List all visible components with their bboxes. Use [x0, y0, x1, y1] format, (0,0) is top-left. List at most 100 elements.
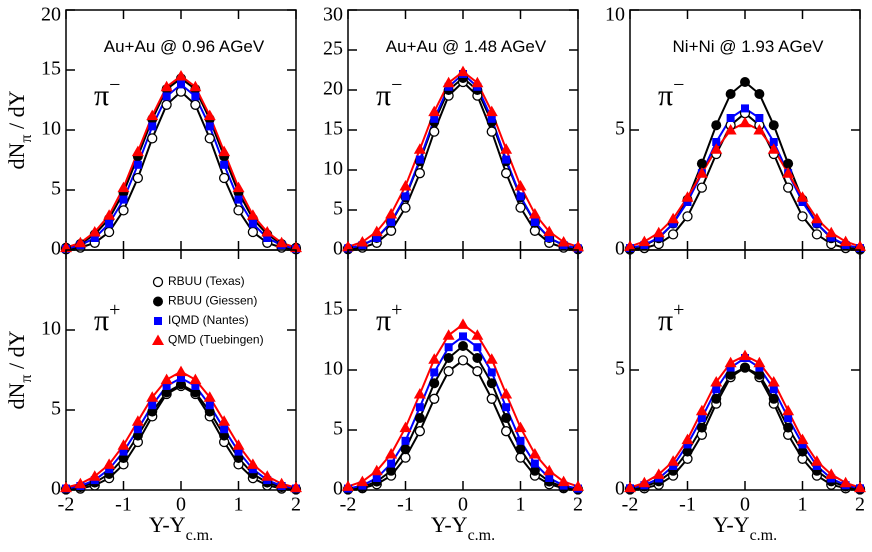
marker: [457, 318, 469, 329]
marker: [697, 414, 706, 422]
marker: [767, 143, 780, 154]
marker: [741, 104, 749, 113]
marker: [839, 476, 852, 488]
marker: [516, 436, 525, 445]
marker: [543, 225, 556, 237]
marker: [724, 124, 737, 135]
series-line: [629, 111, 861, 251]
marker: [105, 465, 114, 474]
marker: [839, 235, 852, 247]
marker: [233, 205, 244, 216]
y-tick-label: 30: [323, 4, 343, 26]
legend-marker: [152, 276, 164, 288]
marker: [232, 181, 245, 193]
marker: [400, 444, 411, 455]
marker: [516, 192, 525, 201]
marker: [261, 470, 274, 481]
marker: [148, 401, 157, 410]
x-tick-label: 1: [798, 494, 808, 516]
marker: [457, 355, 469, 366]
marker: [515, 452, 526, 463]
marker: [246, 209, 259, 220]
marker: [247, 226, 259, 238]
marker: [638, 476, 651, 488]
y-tick-label: 0: [615, 478, 625, 500]
y-tick-label: 25: [323, 38, 343, 60]
marker: [118, 205, 129, 216]
marker: [133, 160, 142, 169]
marker: [218, 415, 231, 426]
x-label-sub: c.m.: [186, 527, 214, 544]
particle-label: π−: [376, 74, 402, 112]
marker: [220, 425, 229, 434]
y-tick-label: 5: [615, 358, 625, 380]
marker: [232, 439, 245, 450]
marker: [529, 465, 540, 476]
x-label-main: Y-Y: [431, 512, 468, 537]
marker: [443, 366, 454, 377]
marker: [682, 211, 693, 222]
y-tick-label: 0: [333, 478, 343, 500]
marker: [458, 341, 468, 351]
x-tick-label: 1: [516, 494, 526, 516]
marker: [428, 353, 441, 364]
marker: [385, 448, 398, 459]
y-tick-label: 5: [51, 398, 61, 420]
marker: [754, 369, 765, 380]
marker: [119, 195, 128, 204]
marker: [711, 120, 722, 131]
series-line: [629, 121, 861, 248]
particle-label: π−: [94, 74, 120, 112]
marker: [825, 226, 838, 238]
marker: [218, 145, 231, 157]
marker: [782, 404, 795, 416]
marker: [682, 446, 693, 457]
particle: π: [376, 79, 391, 112]
marker: [473, 343, 482, 352]
marker: [669, 462, 678, 470]
marker: [205, 401, 214, 410]
particle-sup: +: [391, 299, 402, 321]
marker: [654, 233, 663, 242]
legend-label: RBUU (Giessen): [168, 294, 257, 308]
marker: [825, 468, 838, 479]
legend-label: IQMD (Nantes): [168, 313, 249, 327]
marker: [530, 218, 539, 226]
marker: [204, 133, 215, 144]
x-tick-label: -1: [679, 494, 696, 516]
marker: [413, 143, 426, 154]
marker: [117, 439, 130, 450]
marker: [486, 393, 497, 404]
particle-label: π+: [658, 299, 684, 337]
particle-label: π+: [94, 299, 120, 337]
marker: [415, 403, 424, 412]
y-label-rest: / dY: [4, 330, 29, 374]
marker: [471, 329, 484, 340]
marker: [854, 240, 866, 251]
marker: [472, 353, 483, 363]
marker: [105, 219, 114, 228]
marker: [557, 236, 570, 247]
marker: [667, 229, 679, 240]
marker: [146, 109, 159, 121]
marker: [500, 426, 512, 437]
x-label-main: Y-Y: [713, 512, 750, 537]
marker: [415, 155, 424, 164]
particle-sup: +: [673, 299, 684, 321]
marker: [530, 459, 539, 468]
particle-sup: +: [109, 299, 120, 321]
marker: [444, 343, 453, 352]
marker: [472, 366, 483, 377]
marker: [399, 180, 412, 191]
x-tick-label: 0: [176, 494, 186, 516]
x-tick-label: 0: [740, 494, 750, 516]
series-line: [629, 366, 861, 491]
marker: [797, 446, 808, 457]
marker: [557, 475, 570, 487]
marker: [430, 114, 439, 123]
marker: [739, 349, 751, 361]
marker: [812, 219, 821, 228]
marker: [175, 86, 187, 97]
marker: [726, 114, 735, 122]
